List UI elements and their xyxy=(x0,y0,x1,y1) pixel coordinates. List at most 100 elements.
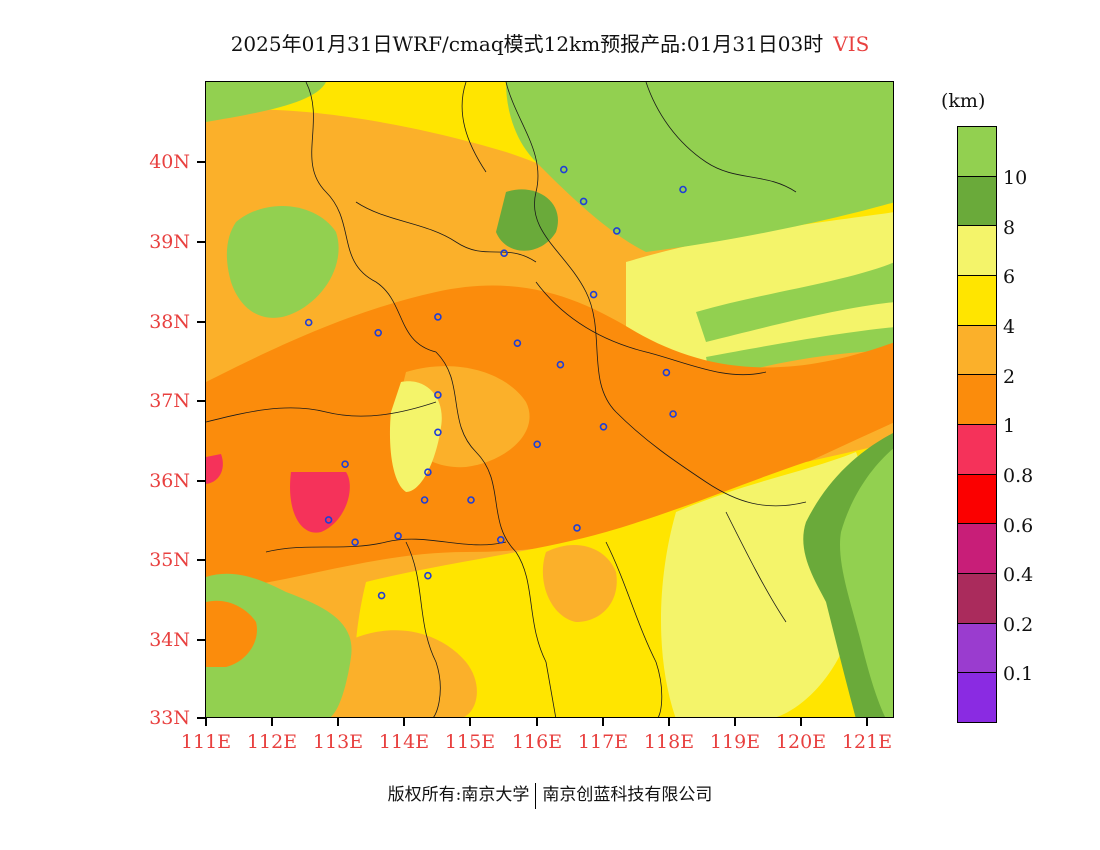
vis-field-10-sea xyxy=(840,448,893,717)
xtick-118e: 118E xyxy=(643,731,695,753)
xtick-mark xyxy=(734,718,736,726)
legend-colorbar xyxy=(957,126,997,723)
xtick-mark xyxy=(536,718,538,726)
xtick-111e: 111E xyxy=(180,731,232,753)
legend-swatch xyxy=(958,574,996,624)
xtick-mark xyxy=(668,718,670,726)
ytick-33n: 33N xyxy=(149,707,190,729)
vis-field-10-northwest-corner xyxy=(206,82,326,122)
station-marker xyxy=(341,460,349,469)
station-marker xyxy=(599,422,608,431)
legend-swatch xyxy=(958,276,996,326)
vis-field-8to10-patch xyxy=(496,189,558,251)
station-marker xyxy=(420,496,429,504)
province-boundaries xyxy=(206,82,807,717)
legend-label: 2 xyxy=(1003,366,1016,388)
xtick-mark xyxy=(337,718,339,726)
legend-swatch xyxy=(958,623,996,674)
station-marker xyxy=(679,185,687,194)
xtick-mark xyxy=(205,718,207,726)
station-marker xyxy=(424,571,432,580)
ytick-mark xyxy=(197,480,205,482)
footer-separator xyxy=(535,782,537,809)
vis-field-10-bohai xyxy=(696,262,893,342)
vis-field-2to4-south-central xyxy=(542,544,617,622)
ytick-mark xyxy=(197,161,205,163)
ytick-39n: 39N xyxy=(149,231,190,253)
station-marker xyxy=(533,440,542,449)
station-marker xyxy=(434,391,442,399)
ytick-mark xyxy=(197,241,205,243)
footer-left: 版权所有:南京大学 xyxy=(387,785,530,805)
xtick-116e: 116E xyxy=(511,731,563,753)
xtick-112e: 112E xyxy=(246,731,298,753)
station-marker xyxy=(669,410,677,418)
legend-swatch xyxy=(958,176,996,227)
map-panel xyxy=(205,81,894,718)
ytick-37n: 37N xyxy=(149,390,190,412)
station-marker xyxy=(573,524,581,532)
legend-label: 6 xyxy=(1003,266,1016,288)
legend-swatch xyxy=(958,673,996,723)
legend-label: 0.4 xyxy=(1003,564,1034,586)
vis-field-1to2-southwest xyxy=(206,600,257,667)
station-marker xyxy=(612,227,621,235)
xtick-mark xyxy=(866,718,868,726)
legend-label: 10 xyxy=(1003,167,1028,189)
title-variable: VIS xyxy=(833,32,870,56)
station-marker xyxy=(424,468,432,477)
xtick-120e: 120E xyxy=(775,731,827,753)
station-marker xyxy=(589,290,598,299)
vis-field-0p8to1-patch xyxy=(290,472,350,533)
ytick-mark xyxy=(197,400,205,402)
station-marker xyxy=(500,249,508,257)
xtick-mark xyxy=(800,718,802,726)
station-marker xyxy=(662,368,671,377)
station-markers xyxy=(304,165,687,600)
station-marker xyxy=(559,165,568,174)
legend-label: 4 xyxy=(1003,316,1016,338)
xtick-121e: 121E xyxy=(841,731,893,753)
legend-unit: (km) xyxy=(941,90,986,112)
legend-label: 0.6 xyxy=(1003,515,1034,537)
xtick-115e: 115E xyxy=(444,731,496,753)
chart-title: 2025年01月31日WRF/cmaq模式12km预报产品:01月31日03时 V… xyxy=(0,28,1100,57)
station-marker xyxy=(467,496,475,504)
vis-field-0p8to1-edge xyxy=(206,454,223,484)
station-marker xyxy=(496,535,505,544)
ytick-35n: 35N xyxy=(149,549,190,571)
station-marker xyxy=(394,532,402,540)
ytick-40n: 40N xyxy=(149,151,190,173)
copyright-footer: 版权所有:南京大学 南京创蓝科技有限公司 xyxy=(0,780,1100,809)
xtick-117e: 117E xyxy=(577,731,629,753)
vis-field-6to8-strip xyxy=(389,381,442,492)
station-marker xyxy=(351,538,359,547)
xtick-119e: 119E xyxy=(709,731,761,753)
xtick-mark xyxy=(271,718,273,726)
legend-swatch xyxy=(958,226,996,277)
footer-right: 南京创蓝科技有限公司 xyxy=(542,785,713,805)
vis-field-10-west xyxy=(226,205,339,318)
legend-swatch xyxy=(958,375,996,426)
legend-swatch xyxy=(958,524,996,575)
legend-swatch xyxy=(958,325,996,376)
legend-swatch xyxy=(958,474,996,525)
station-marker xyxy=(556,360,565,369)
station-marker xyxy=(324,516,333,524)
xtick-mark xyxy=(602,718,604,726)
legend-label: 8 xyxy=(1003,217,1016,239)
vis-field-2to4-south xyxy=(333,630,477,717)
ytick-34n: 34N xyxy=(149,629,190,651)
xtick-113e: 113E xyxy=(312,731,364,753)
station-marker xyxy=(374,329,382,337)
vis-field-10-northeast xyxy=(506,82,893,252)
legend-label: 0.8 xyxy=(1003,465,1034,487)
legend-swatch xyxy=(958,127,996,177)
ytick-mark xyxy=(197,559,205,561)
legend-swatch xyxy=(958,425,996,475)
station-marker xyxy=(513,339,522,348)
xtick-114e: 114E xyxy=(378,731,430,753)
legend-label: 0.1 xyxy=(1003,663,1034,685)
legend-label: 1 xyxy=(1003,415,1016,437)
station-marker xyxy=(377,591,386,600)
